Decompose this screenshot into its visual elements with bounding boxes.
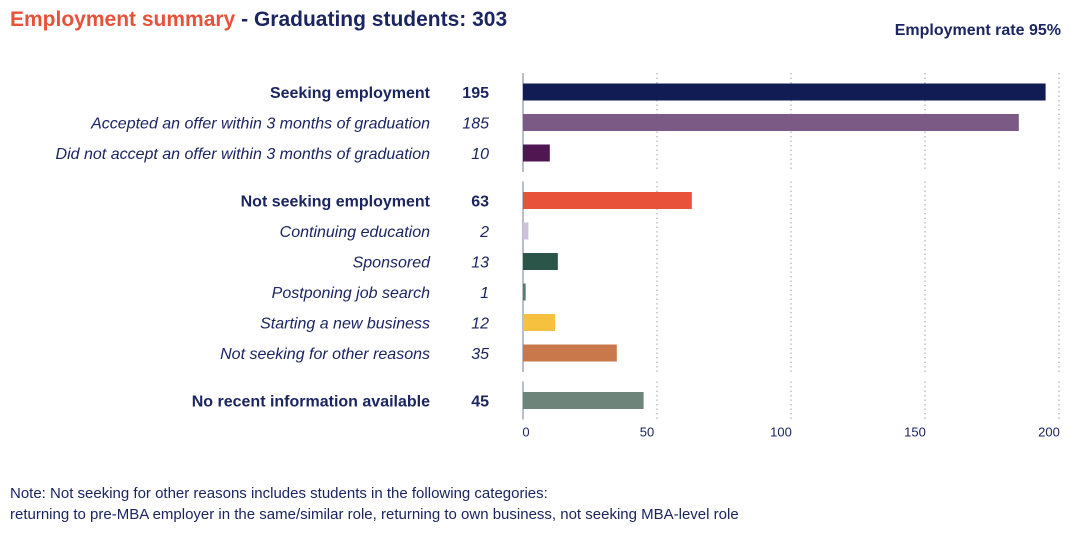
bar-chart: Seeking employment 195 Accepted an offer w…: [56, 73, 1060, 440]
bar: [523, 253, 558, 270]
row-value: 45: [471, 394, 489, 411]
row-value: 63: [471, 194, 489, 211]
x-tick-label: 50: [640, 425, 654, 440]
row-value: 185: [462, 116, 489, 133]
row-value: 10: [471, 146, 489, 163]
row-label: Continuing education: [280, 224, 430, 241]
footnote: Note: Not seeking for other reasons incl…: [10, 483, 739, 525]
x-tick-label: 0: [522, 425, 529, 440]
bar: [523, 283, 526, 301]
bar: [523, 144, 550, 162]
row-value: 1: [480, 285, 489, 302]
title-subtitle: Graduating students: 303: [253, 8, 508, 31]
employment-rate: Employment rate 95%: [894, 22, 1061, 39]
row-value: 35: [471, 346, 489, 363]
row-label: Starting a new business: [260, 316, 430, 333]
row-label: No recent information available: [192, 394, 430, 411]
bar: [523, 222, 529, 240]
bar: [523, 392, 644, 409]
title-separator: -: [241, 8, 249, 31]
row-label: Not seeking employment: [241, 194, 431, 211]
bar: [523, 83, 1046, 101]
bar: [523, 114, 1019, 131]
bar: [523, 192, 692, 209]
footnote-line-2: returning to pre-MBA employer in the sam…: [10, 506, 739, 523]
bar: [523, 314, 556, 331]
row-value: 2: [479, 224, 489, 241]
x-tick-label: 100: [770, 425, 792, 440]
row-label: Not seeking for other reasons: [220, 346, 430, 363]
row-value: 12: [471, 316, 489, 333]
row-value: 13: [471, 255, 489, 272]
row-label: Did not accept an offer within 3 months …: [56, 146, 431, 163]
footnote-line-1: Note: Not seeking for other reasons incl…: [10, 485, 548, 502]
title-main: Employment summary: [10, 8, 236, 31]
row-label: Accepted an offer within 3 months of gra…: [90, 116, 430, 133]
x-tick-label: 200: [1038, 425, 1060, 440]
x-tick-label: 150: [904, 425, 926, 440]
row-label: Sponsored: [353, 255, 431, 272]
row-value: 195: [462, 85, 489, 102]
row-label: Postponing job search: [272, 285, 430, 302]
row-label: Seeking employment: [270, 85, 431, 102]
chart-title: Employment summary - Graduating students…: [10, 8, 507, 32]
bar: [523, 344, 617, 362]
